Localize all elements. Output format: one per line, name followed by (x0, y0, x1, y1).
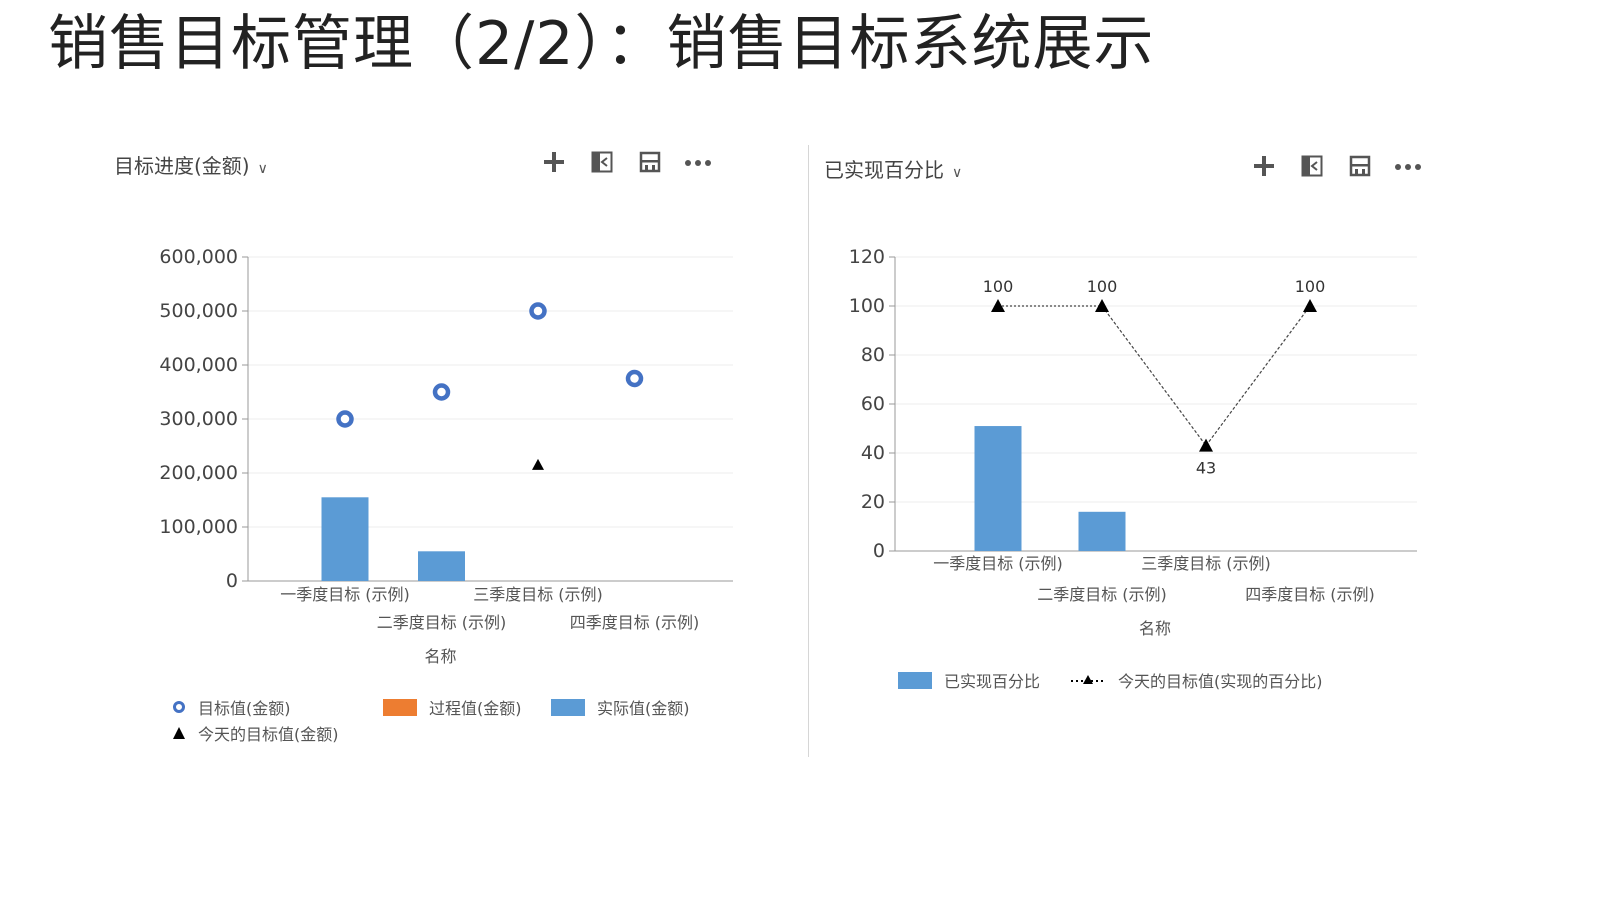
more-options-button[interactable] (1394, 152, 1422, 180)
target-point (529, 302, 547, 320)
triangle-marker-icon (173, 727, 185, 739)
legend-item-process: 过程值(金额) (383, 695, 522, 719)
legend-item-today-target: 今天的目标值(金额) (172, 721, 339, 745)
x-tick-label: 二季度目标 (示例) (1037, 585, 1167, 604)
view-selector-dropdown[interactable]: 目标进度(金额) ∨ (114, 150, 268, 179)
y-tick-label: 20 (861, 491, 885, 513)
data-label: 43 (1196, 459, 1216, 478)
x-tick-label: 四季度目标 (示例) (1245, 585, 1375, 604)
bar (418, 551, 465, 581)
today-target-point (532, 458, 544, 470)
y-tick-label: 600,000 (159, 246, 238, 268)
panel-header: 目标进度(金额) ∨ (100, 140, 750, 190)
x-tick-label: 一季度目标 (示例) (933, 554, 1063, 573)
today-target-point (1199, 438, 1213, 452)
chart-legend: 已实现百分比 今天的目标值(实现的百分比) (810, 668, 1450, 698)
y-tick-label: 40 (861, 442, 885, 464)
save-button[interactable] (636, 148, 664, 176)
data-label: 100 (1295, 277, 1326, 296)
chevron-down-icon: ∨ (952, 165, 963, 181)
view-selector-label: 已实现百分比 (824, 158, 944, 182)
add-button[interactable] (540, 148, 568, 176)
x-tick-label: 三季度目标 (示例) (1141, 554, 1271, 573)
save-icon (1349, 155, 1371, 177)
x-tick-label: 一季度目标 (示例) (280, 585, 410, 604)
legend-item-actual: 实际值(金额) (551, 695, 690, 719)
legend-swatch (551, 698, 585, 716)
y-tick-label: 120 (849, 246, 885, 268)
x-axis-title: 名称 (424, 647, 456, 666)
legend-item-target: 目标值(金额) (172, 695, 291, 719)
y-tick-label: 100,000 (159, 516, 238, 538)
x-tick-label: 四季度目标 (示例) (570, 613, 700, 632)
save-icon (639, 151, 661, 173)
legend-swatch (898, 671, 932, 689)
y-tick-label: 500,000 (159, 300, 238, 322)
target-point (336, 410, 354, 428)
legend-label: 已实现百分比 (944, 672, 1041, 691)
plus-icon (1254, 156, 1274, 176)
expand-chart-button[interactable] (1298, 152, 1326, 180)
expand-chart-button[interactable] (588, 148, 616, 176)
dotted-line-triangle-icon (1071, 675, 1105, 684)
view-selector-dropdown[interactable]: 已实现百分比 ∨ (824, 154, 962, 183)
series-line (1101, 305, 1207, 447)
today-target-point (991, 299, 1005, 312)
ring-marker-icon (173, 701, 185, 713)
y-tick-label: 400,000 (159, 354, 238, 376)
target-progress-panel: 目标进度(金额) ∨ 0 100,000 200,000 300,000 400,000 5… (100, 140, 750, 760)
legend-item-today-target-pct: 今天的目标值(实现的百分比) (1070, 668, 1323, 692)
legend-label: 今天的目标值(金额) (198, 725, 339, 744)
x-tick-label: 二季度目标 (示例) (377, 613, 507, 632)
y-tick-label: 300,000 (159, 408, 238, 430)
bar (1078, 511, 1126, 551)
today-target-point (1095, 299, 1109, 312)
legend-label: 过程值(金额) (429, 699, 522, 718)
expand-icon (591, 151, 613, 173)
legend-label: 实际值(金额) (597, 699, 690, 718)
series-line (1205, 305, 1311, 447)
target-point (432, 383, 451, 401)
chart-legend: 目标值(金额) 过程值(金额) 实际值(金额) 今天的目标值(金额) (100, 695, 750, 755)
view-selector-label: 目标进度(金额) (114, 154, 250, 178)
y-tick-label: 100 (849, 295, 885, 317)
panel-divider (808, 145, 809, 757)
data-label: 100 (1087, 277, 1118, 296)
y-tick-label: 0 (226, 570, 238, 592)
more-icon (1395, 164, 1421, 170)
more-icon (685, 160, 711, 166)
save-button[interactable] (1346, 152, 1374, 180)
achieved-percentage-chart: 0 20 40 60 80 100 120 一季度目标 (示例) 二季度目标 (示例) 三季度目标… (849, 246, 1417, 638)
x-axis-title: 名称 (1139, 619, 1171, 638)
target-progress-chart: 0 100,000 200,000 300,000 400,000 500,000 600,… (159, 246, 733, 666)
plus-icon (544, 152, 564, 172)
chart-toolbar (540, 148, 712, 176)
legend-item-achieved: 已实现百分比 (898, 668, 1040, 692)
page-title: 销售目标管理（2/2）：销售目标系统展示 (48, 9, 1155, 79)
data-label: 100 (983, 277, 1014, 296)
y-tick-label: 0 (873, 540, 885, 562)
bar (974, 426, 1022, 551)
chevron-down-icon: ∨ (257, 161, 268, 177)
target-point (625, 369, 644, 388)
legend-label: 今天的目标值(实现的百分比) (1118, 672, 1323, 691)
x-tick-label: 三季度目标 (示例) (473, 585, 603, 604)
achieved-percentage-panel: 已实现百分比 ∨ 0 20 40 60 80 100 120 一季度目标 (示例) 二季度目标 (… (810, 140, 1450, 760)
y-tick-label: 80 (861, 344, 885, 366)
y-tick-label: 60 (861, 393, 885, 415)
chart-toolbar (1250, 152, 1422, 180)
legend-swatch (383, 698, 417, 716)
expand-icon (1301, 155, 1323, 177)
more-options-button[interactable] (684, 148, 712, 176)
panel-header: 已实现百分比 ∨ (810, 140, 1450, 190)
add-button[interactable] (1250, 152, 1278, 180)
y-tick-label: 200,000 (159, 462, 238, 484)
bar (321, 497, 369, 581)
legend-label: 目标值(金额) (198, 699, 291, 718)
today-target-point (1303, 299, 1317, 312)
